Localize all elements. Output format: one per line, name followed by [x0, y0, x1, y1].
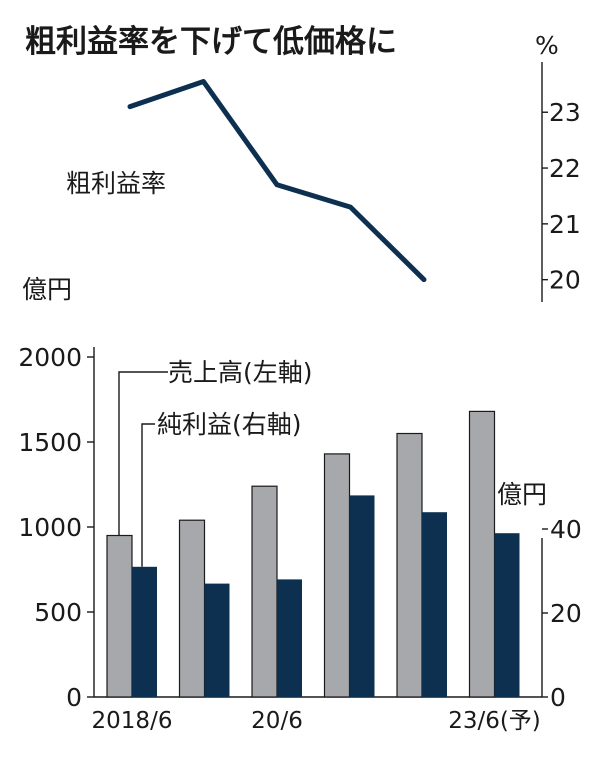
gross-margin-point	[350, 206, 351, 208]
sales-bar	[396, 432, 423, 698]
bar-left-tick-label: 1500	[18, 428, 82, 457]
net-profit-bar	[277, 579, 302, 697]
net-profit-bar	[132, 566, 157, 697]
line-chart: 20 21 22 23	[127, 62, 581, 302]
net-profit-legend-leader	[141, 423, 155, 567]
gross-margin-point	[129, 106, 131, 108]
sales-legend-label: 売上高(左軸)	[168, 358, 313, 387]
bar-right-tick-label: 20	[550, 599, 582, 628]
line-y-unit: %	[535, 31, 559, 60]
sales-bar	[468, 410, 496, 698]
net-profit-bar	[204, 583, 230, 697]
line-series-label: 粗利益率	[66, 169, 166, 198]
net-profit-bar	[349, 495, 375, 697]
line-y-tick-label: 22	[549, 154, 581, 183]
net-profit-bar	[494, 533, 520, 697]
bar-x-tick-label: 20/6	[251, 708, 303, 734]
bar-x-tick-label: 23/6(予)	[448, 708, 541, 734]
line-left-unit-label: 億円	[22, 275, 72, 304]
bar-chart: 0 500 1000 1500 2000 0 20 40 2018/6 20/6 23/6(予) 売上…	[18, 343, 581, 734]
gross-margin-point	[276, 184, 278, 186]
bar-x-tick-label: 2018/6	[92, 708, 173, 734]
bar-left-tick-label: 2000	[18, 343, 82, 372]
line-y-tick-label: 23	[549, 98, 581, 127]
bar-left-tick-label: 0	[66, 683, 82, 712]
chart-title: 粗利益率を下げて低価格に	[25, 24, 397, 60]
line-y-tick-label: 20	[549, 266, 581, 295]
sales-legend-leader	[118, 371, 168, 536]
gross-margin-line	[127, 79, 427, 283]
bar-left-tick-label: 1000	[18, 513, 82, 542]
net-profit-bar	[422, 512, 447, 697]
sales-bar	[106, 534, 133, 698]
bar-right-tick-label: 40	[550, 515, 582, 544]
bar-right-unit-label: 億円	[497, 480, 547, 509]
gross-margin-point	[203, 81, 204, 83]
gross-margin-point	[423, 279, 425, 281]
net-profit-legend-label: 純利益(右軸)	[157, 410, 302, 439]
line-y-tick-label: 21	[549, 210, 581, 239]
bar-right-tick-label: 0	[550, 683, 566, 712]
sales-bar	[251, 485, 278, 698]
bar-left-tick-label: 500	[34, 598, 82, 627]
sales-bar	[323, 453, 351, 698]
sales-bar	[178, 519, 206, 698]
